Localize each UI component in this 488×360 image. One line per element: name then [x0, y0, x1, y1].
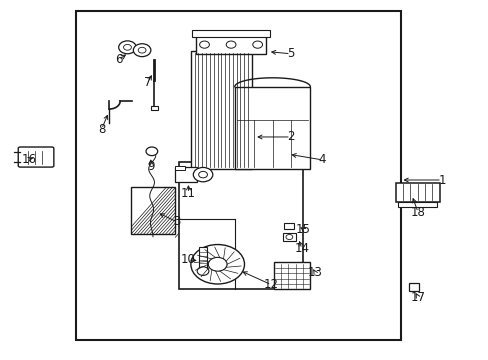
Circle shape: [146, 147, 158, 156]
Text: 13: 13: [307, 266, 322, 279]
Circle shape: [133, 44, 151, 57]
Text: 11: 11: [181, 187, 196, 200]
Bar: [174, 166, 184, 170]
Bar: [178, 162, 303, 289]
Circle shape: [252, 41, 262, 48]
Circle shape: [285, 234, 292, 239]
Bar: [76, 12, 400, 339]
Text: 6: 6: [115, 53, 122, 66]
Text: 10: 10: [180, 253, 195, 266]
Text: 14: 14: [294, 242, 309, 255]
Text: 1: 1: [437, 174, 445, 186]
Circle shape: [226, 41, 236, 48]
Text: 4: 4: [318, 153, 325, 166]
Circle shape: [193, 167, 212, 182]
Circle shape: [208, 257, 226, 271]
Circle shape: [199, 41, 209, 48]
Text: 5: 5: [286, 47, 294, 60]
Bar: [395, 183, 439, 202]
Bar: [397, 202, 436, 207]
Text: 2: 2: [286, 130, 294, 144]
Bar: [174, 167, 196, 182]
Bar: [273, 262, 310, 289]
Circle shape: [197, 267, 208, 275]
FancyBboxPatch shape: [18, 147, 54, 167]
Text: 9: 9: [147, 160, 154, 173]
Circle shape: [119, 41, 136, 54]
Bar: [131, 187, 175, 234]
Bar: [191, 30, 270, 37]
Text: 15: 15: [295, 223, 310, 236]
Circle shape: [138, 47, 146, 53]
Text: 17: 17: [410, 291, 425, 304]
Bar: [408, 283, 418, 291]
Bar: [282, 233, 296, 241]
Bar: [151, 106, 158, 110]
Bar: [195, 35, 266, 54]
Text: 8: 8: [98, 122, 105, 136]
Bar: [190, 51, 251, 169]
Text: 18: 18: [410, 206, 425, 219]
Text: 7: 7: [144, 76, 151, 89]
Circle shape: [198, 171, 207, 178]
Circle shape: [190, 244, 244, 284]
Text: 3: 3: [173, 215, 181, 229]
Text: 12: 12: [264, 278, 278, 291]
Bar: [283, 224, 294, 229]
Bar: [234, 87, 310, 169]
Bar: [199, 247, 206, 269]
Circle shape: [123, 44, 131, 50]
Text: 16: 16: [21, 153, 37, 166]
